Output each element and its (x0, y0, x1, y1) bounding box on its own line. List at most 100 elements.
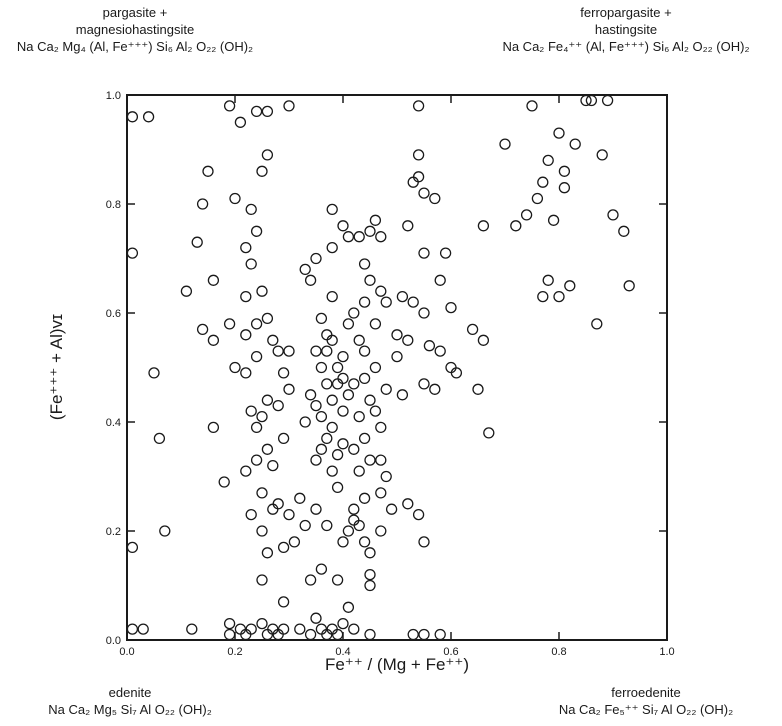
data-point (623, 280, 635, 292)
data-point (375, 231, 387, 243)
data-point (380, 470, 392, 483)
data-point (342, 601, 355, 613)
data-point (256, 574, 268, 586)
ferroedenite-formula: Na Ca₂ Fe₅⁺⁺ Si₇ Al O₂₂ (OH)₂ (558, 702, 734, 717)
data-point (240, 628, 252, 641)
data-point (321, 378, 333, 390)
data-point (304, 628, 317, 641)
ferropargasite-name-line2: hastingsite (594, 22, 658, 37)
data-point (537, 290, 549, 303)
data-point (553, 290, 565, 303)
data-point (412, 171, 425, 183)
data-point (369, 318, 382, 330)
data-point (261, 312, 274, 325)
data-point (245, 508, 257, 521)
data-point (261, 628, 274, 641)
data-point (326, 241, 338, 254)
data-point (321, 329, 333, 341)
data-point (375, 285, 387, 297)
data-point (277, 541, 290, 554)
data-point (245, 405, 257, 417)
x-tick-label: 1.0 (659, 646, 674, 658)
data-point (358, 296, 371, 308)
data-point (331, 628, 344, 641)
data-point (277, 596, 290, 608)
data-point (337, 405, 349, 417)
data-point (326, 623, 338, 635)
data-point (315, 443, 328, 455)
data-point (250, 454, 263, 466)
data-point (304, 389, 317, 401)
x-tick-label: 0.2 (227, 646, 242, 658)
data-point (407, 176, 419, 188)
data-point (553, 127, 565, 139)
data-point (353, 465, 365, 477)
data-point (364, 394, 376, 406)
pargasite-name-line1: pargasite + (102, 5, 168, 20)
data-point (537, 176, 549, 188)
data-point (304, 274, 317, 286)
data-point (267, 334, 279, 346)
data-point (472, 383, 484, 395)
data-point (261, 394, 274, 406)
data-point (126, 623, 139, 635)
data-point (283, 508, 295, 521)
data-point (337, 220, 349, 232)
data-point (342, 525, 355, 537)
data-point (288, 536, 301, 548)
data-point (245, 203, 257, 216)
data-point (353, 231, 365, 243)
data-point (580, 94, 592, 107)
data-point (348, 443, 360, 455)
data-point (326, 394, 338, 406)
data-points (126, 94, 635, 641)
data-point (342, 318, 355, 330)
ferropargasite-corner-label: ferropargasite + hastingsite Na Ca₂ Fe₄⁺… (470, 4, 782, 55)
x-tick-label: 0.0 (119, 646, 134, 658)
data-point (315, 623, 328, 635)
pargasite-corner-label: pargasite + magnesiohastingsite Na Ca₂ M… (0, 4, 270, 55)
x-axis-label: Fe⁺⁺ / (Mg + Fe⁺⁺) (325, 655, 469, 674)
data-point (542, 154, 554, 167)
data-point (148, 367, 160, 379)
data-point (256, 617, 268, 630)
edenite-formula: Na Ca₂ Mg₅ Si₇ Al O₂₂ (OH)₂ (48, 702, 212, 717)
data-point (596, 149, 608, 161)
data-point (191, 236, 203, 248)
data-point (434, 628, 446, 641)
data-point (299, 263, 311, 276)
data-point (358, 372, 371, 385)
data-point (591, 318, 603, 330)
data-point (304, 574, 317, 586)
data-point (240, 290, 252, 303)
data-point (326, 203, 338, 216)
data-point (315, 563, 328, 575)
data-point (434, 345, 446, 357)
data-point (369, 405, 382, 417)
data-point (526, 100, 538, 112)
data-point (337, 350, 349, 363)
data-point (240, 465, 252, 477)
data-point (418, 378, 430, 390)
data-point (466, 323, 479, 336)
data-point (348, 307, 360, 319)
data-point (418, 247, 430, 259)
data-point (510, 220, 522, 232)
data-point (402, 498, 414, 510)
data-point (299, 519, 311, 532)
data-point (283, 100, 295, 112)
data-point (299, 416, 311, 428)
data-point (429, 383, 441, 395)
edenite-name: edenite (108, 685, 152, 700)
data-point (380, 383, 392, 395)
data-point (250, 421, 263, 434)
data-point (202, 165, 214, 177)
data-point (558, 165, 571, 177)
data-point (250, 318, 263, 330)
data-point (358, 536, 371, 548)
data-point (412, 149, 425, 161)
data-point (348, 623, 360, 635)
data-point (321, 432, 333, 445)
data-point (223, 318, 236, 330)
data-point (483, 427, 495, 439)
